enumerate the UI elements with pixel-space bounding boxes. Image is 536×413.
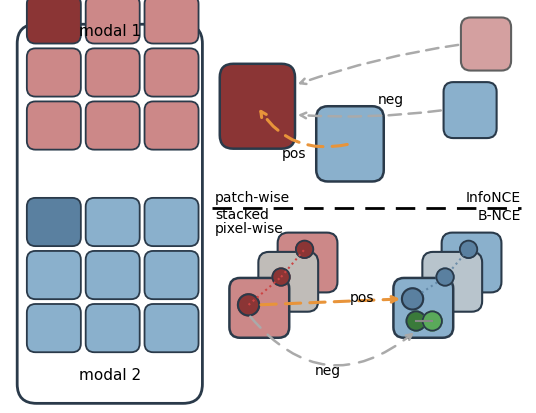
FancyBboxPatch shape	[278, 233, 338, 293]
FancyBboxPatch shape	[27, 102, 81, 150]
FancyBboxPatch shape	[393, 278, 453, 338]
FancyBboxPatch shape	[86, 252, 140, 299]
Text: modal 1: modal 1	[79, 24, 141, 38]
Text: neg: neg	[315, 363, 341, 377]
Circle shape	[436, 269, 454, 286]
Text: InfoNCE: InfoNCE	[466, 190, 521, 204]
Text: neg: neg	[377, 93, 404, 107]
FancyBboxPatch shape	[316, 107, 384, 182]
Circle shape	[296, 241, 313, 259]
FancyBboxPatch shape	[17, 25, 203, 404]
FancyBboxPatch shape	[220, 65, 295, 150]
Circle shape	[272, 269, 290, 286]
FancyBboxPatch shape	[86, 0, 140, 45]
FancyBboxPatch shape	[444, 83, 497, 139]
Circle shape	[406, 312, 426, 331]
FancyBboxPatch shape	[422, 252, 482, 312]
FancyBboxPatch shape	[145, 49, 198, 97]
Text: pos: pos	[282, 146, 306, 160]
FancyBboxPatch shape	[145, 0, 198, 45]
Text: patch-wise: patch-wise	[215, 190, 290, 204]
Circle shape	[460, 241, 477, 259]
FancyBboxPatch shape	[145, 102, 198, 150]
FancyBboxPatch shape	[145, 198, 198, 247]
FancyBboxPatch shape	[229, 278, 289, 338]
FancyBboxPatch shape	[145, 252, 198, 299]
Circle shape	[402, 289, 423, 310]
Text: modal 2: modal 2	[79, 367, 141, 382]
FancyBboxPatch shape	[258, 252, 318, 312]
FancyBboxPatch shape	[86, 102, 140, 150]
Text: pos: pos	[349, 290, 374, 304]
Text: pixel-wise: pixel-wise	[215, 221, 284, 235]
FancyBboxPatch shape	[27, 0, 81, 45]
Circle shape	[422, 312, 442, 331]
FancyBboxPatch shape	[145, 304, 198, 352]
FancyBboxPatch shape	[86, 49, 140, 97]
Text: stacked: stacked	[215, 207, 269, 221]
FancyBboxPatch shape	[442, 233, 502, 293]
Circle shape	[238, 294, 259, 316]
FancyBboxPatch shape	[27, 198, 81, 247]
FancyBboxPatch shape	[27, 304, 81, 352]
FancyBboxPatch shape	[27, 252, 81, 299]
FancyBboxPatch shape	[27, 49, 81, 97]
FancyBboxPatch shape	[86, 198, 140, 247]
FancyBboxPatch shape	[86, 304, 140, 352]
Text: B-NCE: B-NCE	[478, 209, 521, 223]
FancyBboxPatch shape	[461, 19, 511, 71]
